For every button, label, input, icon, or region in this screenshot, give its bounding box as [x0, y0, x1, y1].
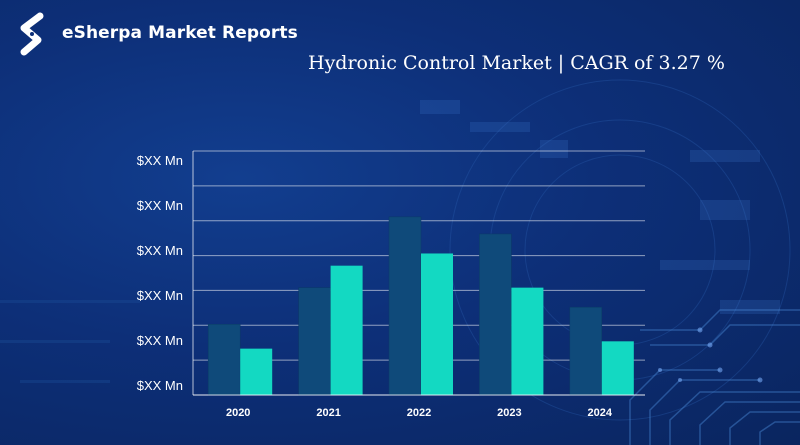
chart-headline: Hydronic Control Market | CAGR of 3.27 % — [308, 52, 725, 74]
y-tick-label: $XX Mn — [137, 333, 183, 348]
bar-2024-series-2 — [601, 341, 634, 395]
x-tick-label: 2023 — [497, 407, 521, 419]
y-tick-label: $XX Mn — [137, 153, 183, 168]
bar-2022-series-1 — [388, 216, 422, 396]
bar-2020-series-2 — [240, 348, 273, 395]
y-tick-label: $XX Mn — [137, 243, 183, 258]
bar-2020-series-1 — [207, 323, 241, 396]
y-tick-label: $XX Mn — [137, 288, 183, 303]
y-tick-label: $XX Mn — [137, 378, 183, 393]
bar-2021-series-1 — [298, 287, 331, 396]
bar-2021-series-2 — [330, 265, 363, 395]
esherpa-s-logo-icon — [20, 12, 44, 56]
brand-name: eSherpa Market Reports — [62, 23, 298, 43]
x-tick-label: 2021 — [316, 407, 340, 419]
y-tick-label: $XX Mn — [137, 198, 183, 213]
brand: eSherpa Market Reports — [10, 8, 298, 62]
bar-2023-series-1 — [479, 233, 512, 396]
bar-2022-series-2 — [421, 253, 453, 395]
bar-2024-series-1 — [569, 306, 603, 396]
x-tick-label: 2024 — [588, 407, 613, 419]
x-tick-label: 2020 — [226, 407, 250, 419]
x-tick-label: 2022 — [407, 407, 431, 419]
bar-2023-series-2 — [511, 287, 544, 395]
